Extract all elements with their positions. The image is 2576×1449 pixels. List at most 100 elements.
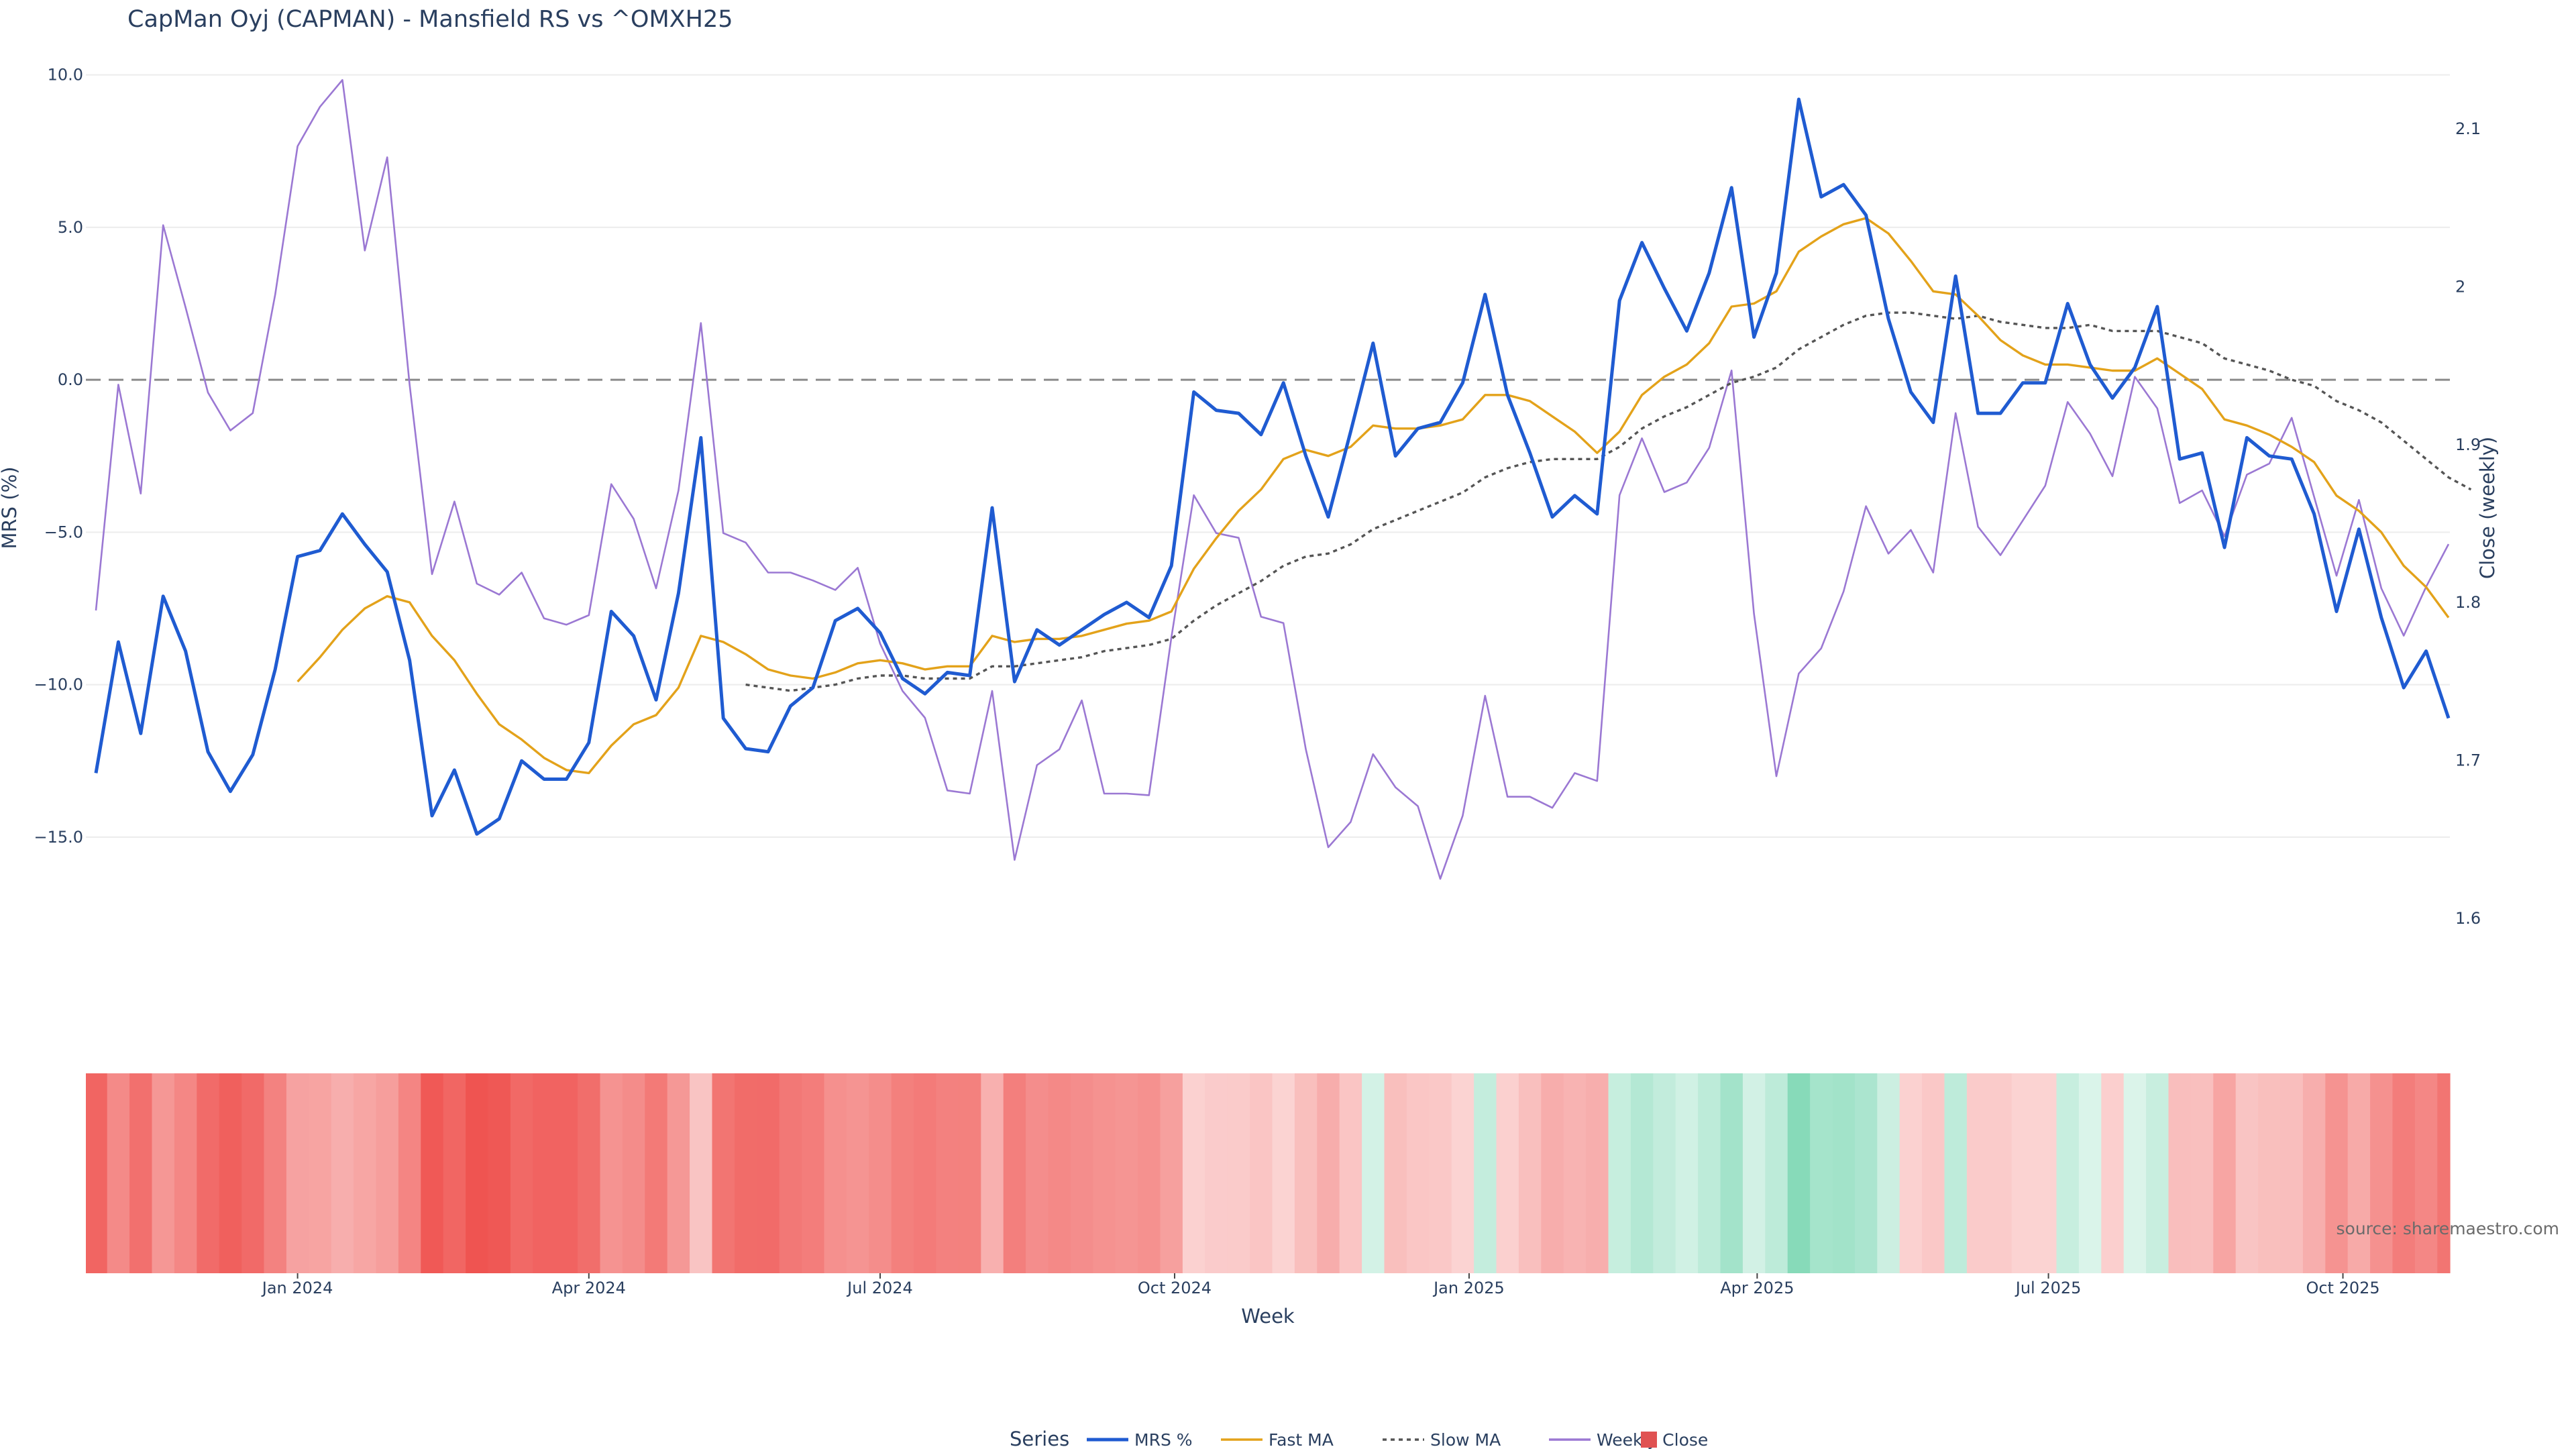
legend: Series MRS % Fast MA Slow MA Weekly Close [1010,1428,1708,1449]
heatmap-cell [1250,1073,1273,1273]
heatmap-cell [1160,1073,1183,1273]
right-y-tick-label: 1.7 [2455,751,2481,770]
heatmap-cell [622,1073,645,1273]
right-y-axis-title: Close (weekly) [2476,437,2499,579]
legend-label-mrs: MRS % [1134,1430,1193,1449]
heatmap-cell [466,1073,489,1273]
series-layer [94,78,2472,880]
left-y-tick-label: −5.0 [44,523,83,541]
heatmap-cell [1429,1073,1452,1273]
heatmap-cell [1474,1073,1497,1273]
heatmap-cell [2190,1073,2214,1273]
heatmap-cell [376,1073,399,1273]
heatmap-cell [802,1073,825,1273]
heatmap-cell [2213,1073,2237,1273]
heatmap-cell [1272,1073,1295,1273]
x-axis-title: Week [1241,1305,1295,1328]
x-tick-label: Jul 2025 [2015,1279,2082,1297]
heatmap-cell [197,1073,220,1273]
heatmap-cell [533,1073,556,1273]
heatmap-cell [354,1073,377,1273]
heatmap-cell [1339,1073,1362,1273]
heatmap-cell [2056,1073,2080,1273]
heatmap-cell [2146,1073,2169,1273]
heatmap-cell [1003,1073,1026,1273]
heatmap-cell [2034,1073,2057,1273]
heatmap-cell [2347,1073,2371,1273]
heatmap-cell [2078,1073,2102,1273]
heatmap-cell [1832,1073,1856,1273]
heatmap-cell [2370,1073,2394,1273]
heatmap-cell [398,1073,421,1273]
heatmap-cell [1630,1073,1654,1273]
chart-title: CapMan Oyj (CAPMAN) - Mansfield RS vs ^O… [127,6,733,33]
heatmap-cell [1742,1073,1766,1273]
heatmap-cell [981,1073,1004,1273]
heatmap-cell [488,1073,511,1273]
left-y-axis-title: MRS (%) [0,467,21,549]
heatmap-cell [2235,1073,2259,1273]
x-tick-label: Oct 2024 [1138,1279,1212,1297]
right-y-tick-label: 2.1 [2455,119,2481,138]
right-y-tick-label: 1.6 [2455,909,2481,928]
x-tick-label: Jul 2024 [846,1279,913,1297]
heatmap-cell [1854,1073,1878,1273]
x-axis-ticks: Jan 2024 Apr 2024 Jul 2024 Oct 2024 Jan 2025… [261,1273,2380,1297]
heatmap-cell [2392,1073,2416,1273]
left-y-tick-label: 5.0 [58,218,83,237]
heatmap-cell [219,1073,242,1273]
heatmap-cell [1989,1073,2012,1273]
heatmap-cell [421,1073,444,1273]
heatmap-cell [1115,1073,1138,1273]
heatmap-cell [1653,1073,1676,1273]
heatmap-cell [1093,1073,1116,1273]
heatmap-cell [914,1073,937,1273]
legend-swatch-heatmap [1641,1432,1657,1448]
heatmap-cell [846,1073,869,1273]
heatmap-cell [443,1073,466,1273]
heatmap-cell [1451,1073,1474,1273]
heatmap-cell [958,1073,981,1273]
heatmap-cell [667,1073,690,1273]
x-tick-label: Apr 2025 [1720,1279,1794,1297]
heatmap-cell [2414,1073,2438,1273]
series-line-weekly-close [95,78,2450,880]
heatmap-cell [510,1073,533,1273]
left-y-tick-label: 0.0 [58,370,83,389]
heatmap-cell [1675,1073,1699,1273]
heatmap-cell [241,1073,265,1273]
x-tick-label: Apr 2024 [552,1279,626,1297]
x-tick-label: Oct 2025 [2306,1279,2379,1297]
heatmap-cell [779,1073,802,1273]
heatmap-cell [891,1073,914,1273]
legend-label-slow-ma: Slow MA [1430,1430,1501,1449]
heatmap-cell [2011,1073,2035,1273]
heatmap-cell [757,1073,780,1273]
heatmap-cell [2168,1073,2192,1273]
heatmap-cell [1966,1073,1990,1273]
right-y-tick-label: 1.9 [2455,435,2481,454]
heatmap-cell [2437,1073,2451,1273]
heatmap-cell [1877,1073,1900,1273]
left-y-tick-label: −15.0 [34,828,83,847]
heatmap-cell [1541,1073,1564,1273]
legend-label-fast-ma: Fast MA [1269,1430,1334,1449]
heatmap-cell [712,1073,735,1273]
heatmap-cell [2280,1073,2304,1273]
heatmap-cell [174,1073,197,1273]
heatmap-cell [2325,1073,2349,1273]
heatmap-cell [331,1073,354,1273]
heatmap-cell [152,1073,175,1273]
heatmap-cell [1205,1073,1228,1273]
x-tick-label: Jan 2025 [1432,1279,1505,1297]
heatmap-cell [734,1073,757,1273]
heatmap-cell [1496,1073,1519,1273]
heatmap-cell [1608,1073,1631,1273]
heatmap-cell [645,1073,668,1273]
heatmap-cell [1227,1073,1250,1273]
heatmap-cell [1720,1073,1743,1273]
series-line-slow-ma [745,311,2472,692]
heatmap-cell [2101,1073,2125,1273]
heatmap-cell [1384,1073,1407,1273]
